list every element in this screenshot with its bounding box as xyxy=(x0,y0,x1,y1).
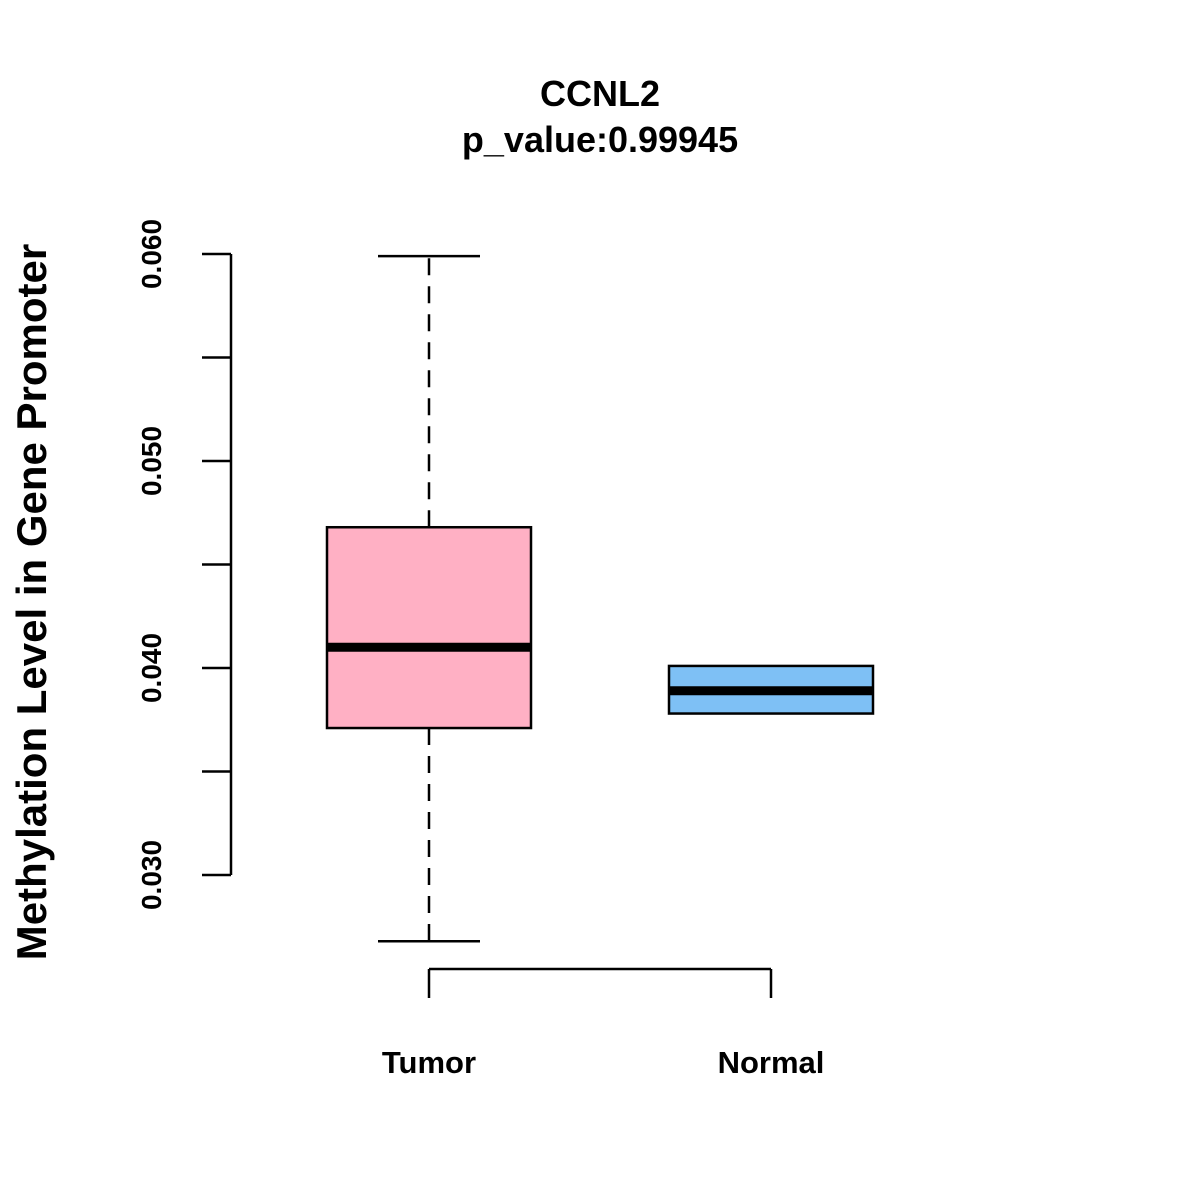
box-group xyxy=(325,254,875,943)
y-tick-label: 0.040 xyxy=(136,633,167,703)
box-normal xyxy=(667,664,875,715)
chart-title: CCNL2 xyxy=(540,73,660,114)
x-axis: Tumor Normal xyxy=(382,967,825,1080)
y-axis: 0.030 0.040 0.050 0.060 xyxy=(136,219,233,910)
y-tick-label: 0.060 xyxy=(136,219,167,289)
box-iqr xyxy=(325,525,533,730)
x-tick-label-tumor: Tumor xyxy=(382,1045,476,1080)
chart-subtitle: p_value:0.99945 xyxy=(462,119,738,160)
x-tick-label-normal: Normal xyxy=(718,1045,825,1080)
y-axis-label: Methylation Level in Gene Promoter xyxy=(8,244,55,960)
y-tick-label: 0.050 xyxy=(136,426,167,496)
box-tumor xyxy=(325,254,533,943)
y-tick-label: 0.030 xyxy=(136,840,167,910)
